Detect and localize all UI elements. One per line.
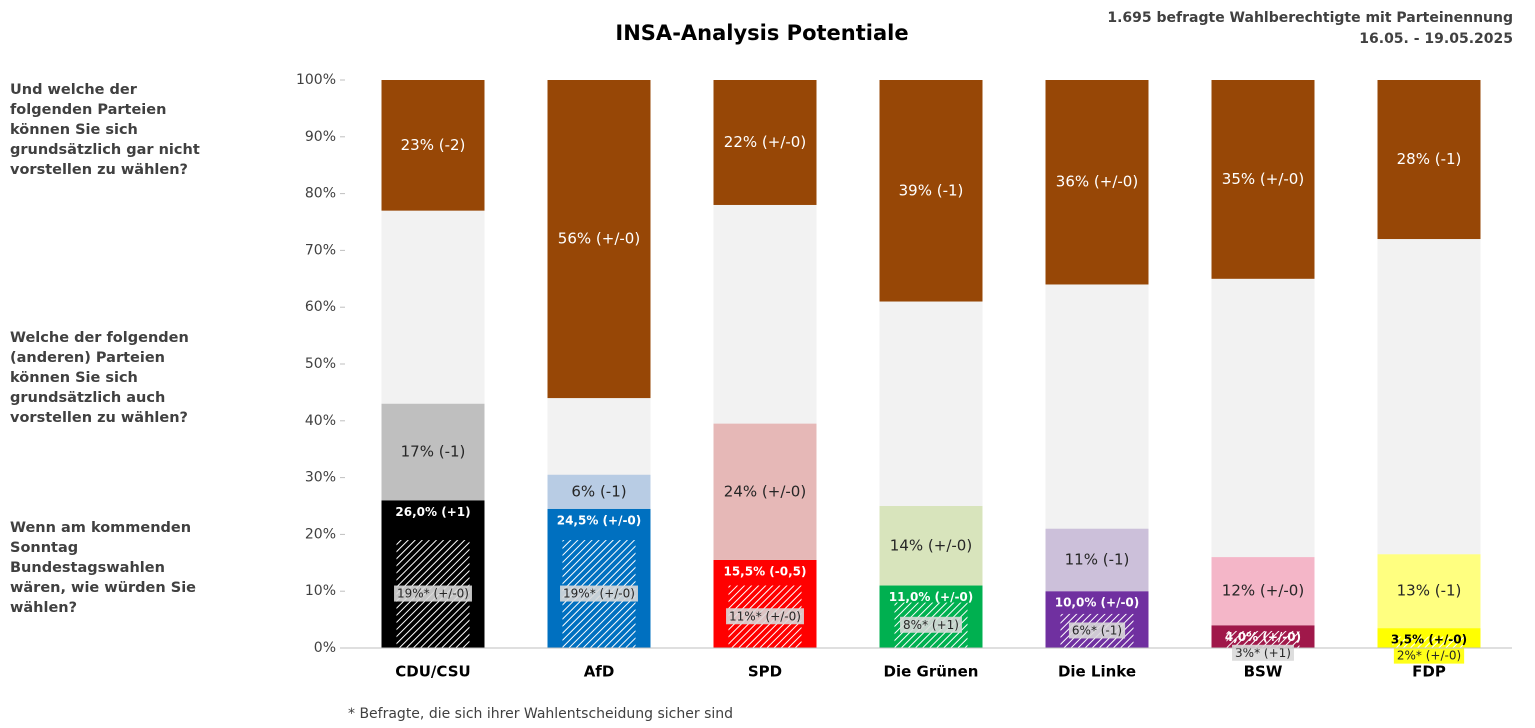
rejection-label: 22% (+/-0): [724, 133, 806, 151]
rejection-label: 36% (+/-0): [1056, 173, 1138, 191]
potential-bar: [1377, 554, 1481, 629]
sure-label-box: [1393, 647, 1465, 664]
vote-label: 15,5% (-0,5): [723, 564, 806, 578]
y-tick-label: 0%: [314, 640, 336, 656]
sure-label-box: [726, 608, 804, 625]
rejection-bar: [1377, 80, 1481, 240]
vote-label: 3,5% (+/-0): [1391, 633, 1467, 647]
question: Und welche der folgenden Parteien können…: [10, 82, 200, 178]
potential-label: 13% (-1): [1397, 582, 1462, 600]
rejection-bar: [879, 80, 983, 302]
y-tick-label: 60%: [305, 299, 336, 315]
rejection-bar: [1211, 80, 1315, 279]
question: Wenn am kommenden Sonntag Bundestagswahl…: [10, 520, 196, 616]
y-tick-label: 70%: [305, 242, 336, 258]
rejection-bar: [1045, 80, 1149, 285]
vote-label: 11,0% (+/-0): [889, 590, 974, 604]
sure-label-box: [560, 585, 638, 602]
y-tick-label: 80%: [305, 186, 336, 202]
sure-label: 11%* (+/-0): [729, 609, 801, 623]
y-tick-label: 90%: [305, 129, 336, 145]
rejection-label: 23% (-2): [401, 136, 466, 154]
potential-label: 17% (-1): [401, 443, 466, 461]
vote-label: 10,0% (+/-0): [1055, 596, 1140, 610]
sure-hatch: [1226, 630, 1300, 648]
rejection-bar: [713, 80, 817, 205]
sure-label: 8%* (+1): [903, 618, 959, 632]
rejection-bar: [381, 80, 485, 211]
rejection-label: 35% (+/-0): [1222, 170, 1304, 188]
x-tick-label: BSW: [1244, 663, 1283, 681]
potential-bar: [1211, 557, 1315, 626]
sure-label: 3%* (+1): [1235, 646, 1291, 660]
sure-label: 6%* (-1): [1072, 623, 1122, 637]
subtitle: 1.695 befragte Wahlberechtigte mit Parte…: [1107, 10, 1513, 26]
potential-bar: [381, 403, 485, 501]
date-range: 16.05. - 19.05.2025: [1359, 31, 1513, 47]
sure-label-box: [900, 616, 962, 633]
question: Welche der folgenden (anderen) Parteien …: [10, 330, 189, 426]
potential-label: 12% (+/-0): [1222, 582, 1304, 600]
y-tick-label: 10%: [305, 583, 336, 599]
potential-label: 14% (+/-0): [890, 536, 972, 554]
vote-label: 4,0% (+/-0): [1225, 630, 1301, 644]
y-tick-label: 50%: [305, 356, 336, 372]
potential-bar: [879, 506, 983, 586]
x-tick-label: FDP: [1412, 663, 1446, 681]
rejection-label: 28% (-1): [1397, 150, 1462, 168]
rejection-label: 56% (+/-0): [558, 230, 640, 248]
footnote: * Befragte, die sich ihrer Wahlentscheid…: [348, 706, 733, 722]
potential-label: 11% (-1): [1065, 550, 1130, 568]
y-tick-label: 40%: [305, 413, 336, 429]
sure-label-box: [1232, 644, 1294, 661]
sure-label: 19%* (+/-0): [397, 587, 469, 601]
chart-title: INSA-Analysis Potentiale: [615, 21, 908, 45]
rejection-label: 39% (-1): [899, 181, 964, 199]
x-tick-label: Die Linke: [1058, 663, 1136, 681]
sure-hatch: [1392, 636, 1466, 648]
potential-label: 6% (-1): [571, 482, 626, 500]
potential-bar: [1045, 528, 1149, 592]
sure-label: 2%* (+/-0): [1397, 649, 1461, 663]
sure-label-box: [394, 585, 472, 602]
rejection-bar: [547, 80, 651, 399]
y-tick-label: 20%: [305, 526, 336, 542]
vote-label: 24,5% (+/-0): [557, 513, 642, 527]
vote-label: 26,0% (+1): [395, 505, 470, 519]
sure-label-box: [1068, 622, 1126, 639]
potential-label: 24% (+/-0): [724, 482, 806, 500]
potential-bar: [547, 474, 651, 509]
y-tick-label: 100%: [296, 72, 336, 88]
x-tick-label: SPD: [748, 663, 782, 681]
x-tick-label: AfD: [584, 663, 615, 681]
x-tick-label: Die Grünen: [884, 663, 979, 681]
x-tick-label: CDU/CSU: [395, 663, 470, 681]
potential-bar: [713, 423, 817, 560]
y-tick-label: 30%: [305, 470, 336, 486]
sure-label: 19%* (+/-0): [563, 587, 635, 601]
